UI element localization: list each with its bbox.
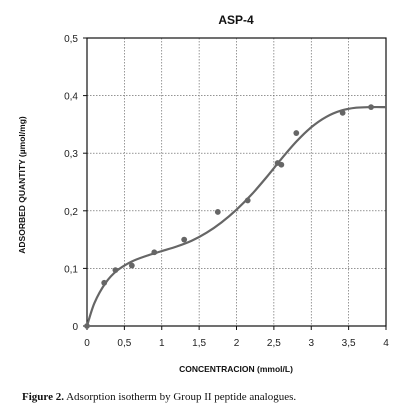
x-tick-label: 1 [159, 338, 165, 349]
x-tick-label: 2,5 [267, 338, 281, 349]
data-point [128, 262, 135, 269]
x-axis-label: CONCENTRACION (mmol/L) [179, 364, 293, 374]
caption-label: Figure 2. [22, 391, 64, 403]
chart-title: ASP-4 [218, 13, 254, 27]
data-point [84, 323, 90, 329]
data-point [181, 236, 188, 243]
y-tick-label: 0,5 [64, 34, 78, 45]
data-point [112, 267, 119, 274]
x-tick-label: 0 [84, 338, 90, 349]
figure-caption: Figure 2. Adsorption isotherm by Group I… [22, 391, 402, 403]
fitted-curve [85, 105, 387, 327]
data-point [244, 197, 251, 204]
data-point [339, 109, 346, 116]
data-point [368, 104, 374, 111]
data-point [151, 249, 158, 256]
data-point [214, 209, 221, 215]
data-points-layer [84, 104, 374, 329]
caption-text: Adsorption isotherm by Group II peptide … [63, 391, 297, 403]
y-tick-label: 0,2 [64, 207, 78, 218]
x-tick-label: 3,5 [342, 338, 356, 349]
data-point [278, 161, 285, 168]
x-tick-label: 2 [234, 338, 240, 349]
y-tick-label: 0,3 [64, 149, 78, 160]
grid-lines [87, 38, 386, 326]
x-tick-label: 3 [308, 338, 314, 349]
data-point [293, 130, 300, 136]
data-point [101, 279, 108, 286]
x-tick-label: 4 [383, 338, 389, 349]
axis-ticks: 0 0,5 1 1,5 2 2,5 3 3,5 4 0 0,1 0,2 0,3 0,4 0,5 [64, 34, 389, 349]
y-tick-label: 0 [72, 322, 78, 333]
x-tick-label: 1,5 [192, 338, 206, 349]
y-axis-label: ADSORBED QUANTITY (µmol/mg) [17, 116, 27, 254]
y-tick-label: 0,4 [64, 92, 78, 103]
fitted-curve-layer [85, 105, 387, 327]
y-tick-label: 0,1 [64, 264, 78, 275]
x-tick-label: 0,5 [117, 338, 131, 349]
adsorption-isotherm-chart: ASP-4 0 0,5 1 1,5 2 2,5 3 3,5 400,10,20,30,40,5 … [17, 13, 389, 374]
